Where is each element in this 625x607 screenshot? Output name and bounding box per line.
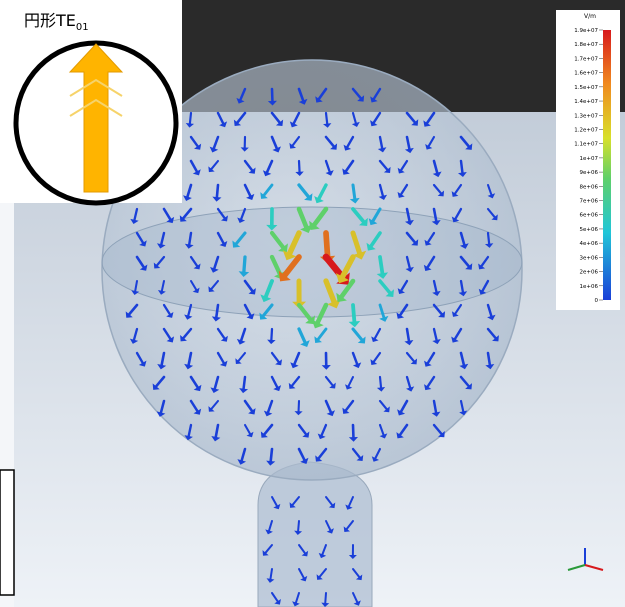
colorbar-tick-label: 1.5e+07 xyxy=(574,85,598,91)
field-arrow-shaft xyxy=(325,593,326,603)
field-arrow-shaft xyxy=(461,161,462,173)
field-arrow-shaft xyxy=(299,161,300,172)
colorbar-tick-label: 3e+06 xyxy=(580,255,599,261)
colorbar-tick-label: 1.9e+07 xyxy=(574,28,598,34)
colorbar-tick-label: 8e+06 xyxy=(580,184,599,190)
field-arrow-shaft xyxy=(380,377,381,387)
field-arrow-shaft xyxy=(271,449,272,461)
colorbar-tick-label: 1e+06 xyxy=(580,284,599,290)
field-arrow-shaft xyxy=(190,113,191,123)
field-arrow-shaft xyxy=(271,329,272,340)
colorbar-tick-label: 1.3e+07 xyxy=(574,113,598,119)
field-arrow-shaft xyxy=(244,377,245,389)
colorbar-gradient xyxy=(603,30,611,300)
side-panel xyxy=(0,470,14,595)
field-arrow-shaft xyxy=(326,233,328,256)
colorbar-unit: V/m xyxy=(584,13,596,20)
colorbar-tick-label: 1.4e+07 xyxy=(574,99,598,105)
inset-label-main: 円形TE xyxy=(24,11,76,30)
colorbar-tick-label: 4e+06 xyxy=(580,241,599,247)
inset-label-subscript: 01 xyxy=(76,22,89,33)
colorbar-tick-label: 9e+06 xyxy=(580,170,599,176)
field-arrow-shaft xyxy=(217,185,218,197)
colorbar-tick-label: 1.2e+07 xyxy=(574,127,598,133)
colorbar-tick-label: 6e+06 xyxy=(580,213,599,219)
field-arrow-shaft xyxy=(244,257,245,272)
field-arrow-shaft xyxy=(488,353,490,365)
field-plot-screenshot: 円形TE01 V/m 1.9e+07 1.8e+07 1.7e+07 1.6e+07 1… xyxy=(0,0,625,607)
field-arrow-shaft xyxy=(216,305,218,317)
waveguide-neck xyxy=(258,462,372,607)
colorbar-tick-label: 1.8e+07 xyxy=(574,42,598,48)
colorbar-tick-label: 1.1e+07 xyxy=(574,142,598,148)
colorbar-tick-label: 2e+06 xyxy=(580,270,599,276)
field-arrow-shaft xyxy=(380,257,382,273)
field-arrow-shaft xyxy=(298,521,299,531)
colorbar-tick-label: 7e+06 xyxy=(580,199,599,205)
field-arrow-shaft xyxy=(488,233,489,244)
field-arrow-shaft xyxy=(353,305,354,321)
field-arrow-shaft xyxy=(353,185,355,199)
colorbar-tick-label: 1.7e+07 xyxy=(574,56,598,62)
colorbar-tick-label: 1e+07 xyxy=(580,156,599,162)
colorbar-tick-label: 5e+06 xyxy=(580,227,599,233)
field-arrow-shaft xyxy=(189,233,191,244)
colorbar-tick-label: 0 xyxy=(595,298,599,304)
field-arrow-shaft xyxy=(326,113,327,124)
colorbar-tick-label: 1.6e+07 xyxy=(574,71,598,77)
